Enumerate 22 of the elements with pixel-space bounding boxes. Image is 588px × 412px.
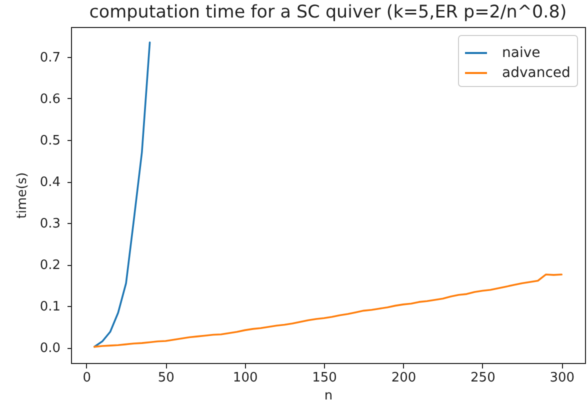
y-axis-title: time(s) (14, 172, 30, 219)
line-series (93, 41, 151, 348)
x-tick-label: 150 (312, 370, 337, 386)
x-tick-label: 50 (158, 370, 174, 386)
x-axis-title: n (324, 388, 333, 404)
x-tick-label: 200 (391, 370, 416, 386)
y-tick-label: 0.4 (40, 175, 60, 190)
legend-label: advanced (502, 65, 570, 81)
y-tick-label: 0.5 (40, 133, 60, 148)
x-tick-label: 0 (82, 370, 92, 386)
x-tick-label: 100 (232, 370, 258, 386)
x-tick-label: 250 (470, 370, 496, 386)
x-tick-label: 300 (550, 370, 575, 386)
y-tick-label: 0.6 (40, 92, 60, 107)
y-tick-label: 0.1 (40, 300, 60, 315)
legend-label: naive (502, 45, 540, 61)
y-tick-label: 0.2 (40, 258, 60, 274)
line-series (93, 274, 563, 348)
y-tick-label: 0.0 (40, 341, 60, 356)
chart-title: computation time for a SC quiver (k=5,ER p=2/n^0.8) (89, 2, 567, 22)
y-tick-label: 0.3 (40, 216, 60, 232)
y-tick-label: 0.7 (40, 50, 60, 66)
